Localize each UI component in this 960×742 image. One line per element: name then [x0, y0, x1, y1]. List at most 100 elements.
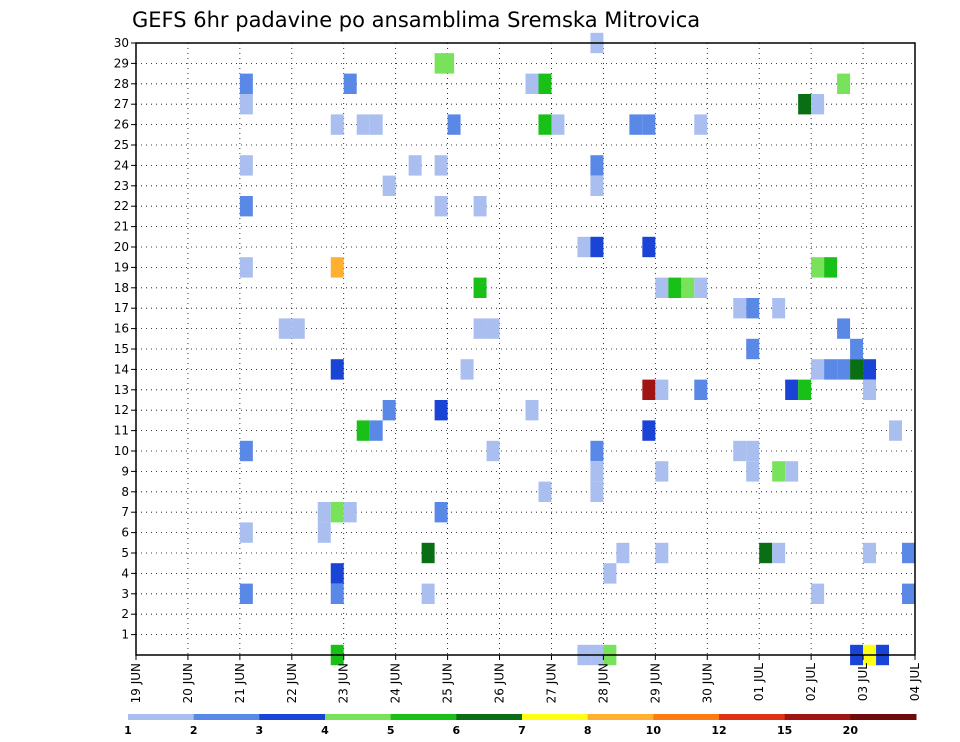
- y-tick-label: 29: [114, 56, 129, 70]
- colorbar-swatch: [587, 714, 654, 720]
- chart-title: GEFS 6hr padavine po ansamblima Sremska …: [132, 8, 700, 32]
- ensemble-cell: [837, 359, 851, 380]
- ensemble-cell: [460, 359, 474, 380]
- colorbar-swatch: [850, 714, 917, 720]
- x-tick-label: 27 JUN: [544, 663, 558, 703]
- ensemble-cell: [837, 73, 851, 94]
- ensemble-cell: [473, 196, 487, 217]
- colorbar-swatch: [456, 714, 523, 720]
- colorbar-label: 12: [711, 724, 726, 737]
- x-tick-label: 01 JUL: [752, 663, 766, 701]
- ensemble-cell: [577, 236, 591, 258]
- colorbar-label: 6: [453, 724, 461, 737]
- y-tick-label: 10: [114, 444, 129, 458]
- y-tick-label: 23: [114, 179, 129, 193]
- ensemble-cell: [239, 440, 253, 462]
- ensemble-cell: [603, 563, 617, 584]
- colorbar-label: 15: [777, 724, 792, 737]
- ensemble-cell: [239, 583, 253, 604]
- y-tick-label: 24: [114, 158, 129, 172]
- ensemble-cell: [772, 542, 786, 564]
- y-tick-label: 6: [121, 526, 129, 540]
- ensemble-cell: [239, 155, 253, 176]
- ensemble-cells: [239, 32, 915, 666]
- x-tick-label: 23 JUN: [337, 663, 351, 703]
- ensemble-cell: [369, 420, 383, 441]
- colorbar-swatch: [259, 714, 326, 720]
- ensemble-cell: [655, 379, 669, 400]
- ensemble-cell: [356, 114, 370, 135]
- ensemble-cell: [330, 359, 344, 380]
- ensemble-cell: [694, 277, 708, 298]
- ensemble-cell: [889, 420, 903, 441]
- y-tick-label: 17: [114, 301, 129, 315]
- colorbar-label: 3: [256, 724, 264, 737]
- ensemble-cell: [798, 94, 812, 115]
- ensemble-cell: [902, 583, 915, 604]
- ensemble-cell: [642, 114, 656, 135]
- colorbar-swatch: [390, 714, 457, 720]
- ensemble-cell: [811, 359, 825, 380]
- y-tick-label: 4: [121, 566, 129, 580]
- colorbar-label: 5: [387, 724, 395, 737]
- ensemble-cell: [382, 175, 396, 196]
- x-tick-label: 03 JUL: [856, 663, 870, 701]
- x-tick-label: 22 JUN: [285, 663, 299, 703]
- ensemble-cell: [434, 155, 448, 176]
- ensemble-cell: [434, 502, 448, 523]
- ensemble-cell: [811, 583, 825, 604]
- ensemble-cell: [441, 53, 455, 74]
- ensemble-cell: [785, 379, 799, 400]
- ensemble-cell: [811, 94, 825, 115]
- ensemble-cell: [668, 277, 682, 298]
- ensemble-cell: [473, 277, 487, 298]
- ensemble-cell: [525, 73, 539, 94]
- x-tick-label: 26 JUN: [493, 663, 507, 703]
- ensemble-cell: [642, 236, 656, 258]
- ensemble-cell: [850, 338, 864, 360]
- colorbar-label: 7: [518, 724, 526, 737]
- y-tick-label: 25: [114, 138, 129, 152]
- ensemble-cell: [759, 542, 773, 564]
- ensemble-cell: [694, 379, 708, 400]
- ensemble-cell: [330, 583, 344, 604]
- y-tick-label: 26: [114, 118, 129, 132]
- ensemble-cell: [863, 542, 877, 564]
- ensemble-cell: [382, 400, 396, 421]
- y-tick-label: 15: [114, 342, 129, 356]
- colorbar-swatch: [128, 714, 195, 720]
- ensemble-cell: [746, 440, 760, 462]
- colorbar-swatch: [193, 714, 260, 720]
- y-axis: 1234567891011121314151617181920212223242…: [114, 36, 136, 642]
- x-tick-label: 19 JUN: [129, 663, 143, 703]
- x-axis: 19 JUN 20 JUN 21 JUN 22 JUN 23 JUN 24 JUN 25 J…: [129, 655, 922, 703]
- y-tick-label: 30: [114, 36, 129, 50]
- ensemble-cell: [590, 236, 604, 258]
- colorbar-legend: 1 2 3 4 5 6 7 8 10 12 15 20: [124, 714, 917, 737]
- ensemble-cell: [330, 502, 344, 523]
- ensemble-cell: [421, 542, 435, 564]
- y-tick-label: 1: [121, 628, 129, 642]
- ensemble-cell: [694, 114, 708, 135]
- ensemble-cell: [785, 461, 799, 482]
- x-tick-label: 28 JUN: [596, 663, 610, 703]
- x-tick-label: 02 JUL: [804, 663, 818, 701]
- ensemble-cell: [239, 522, 253, 543]
- x-tick-label: 25 JUN: [441, 663, 455, 703]
- ensemble-cell: [239, 73, 253, 94]
- ensemble-cell: [655, 277, 669, 298]
- y-tick-label: 13: [114, 383, 129, 397]
- ensemble-cell: [681, 277, 695, 298]
- ensemble-cell: [343, 73, 357, 94]
- colorbar-label: 20: [843, 724, 859, 737]
- colorbar-label: 8: [584, 724, 592, 737]
- ensemble-cell: [850, 359, 864, 380]
- ensemble-cell: [863, 359, 877, 380]
- y-tick-label: 5: [121, 546, 129, 560]
- y-tick-label: 11: [114, 424, 129, 438]
- ensemble-cell: [733, 440, 747, 462]
- colorbar-swatch: [719, 714, 786, 720]
- ensemble-cell: [538, 114, 552, 135]
- ensemble-cell: [421, 583, 435, 604]
- ensemble-cell: [434, 400, 448, 421]
